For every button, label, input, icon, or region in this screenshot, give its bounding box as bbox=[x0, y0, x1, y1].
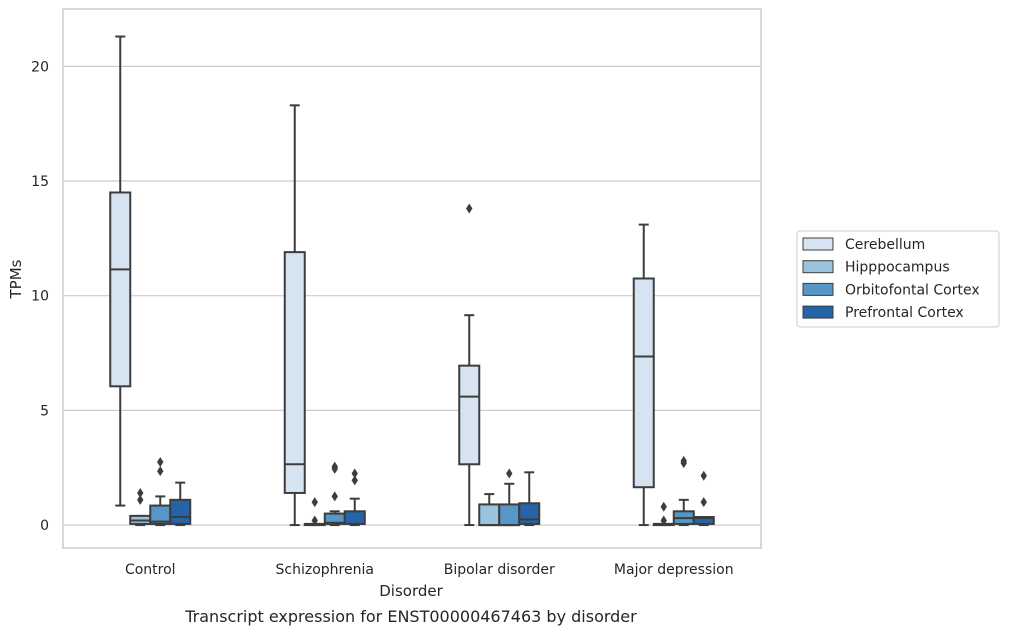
x-tick-label: Major depression bbox=[614, 562, 734, 578]
legend-swatch bbox=[802, 237, 834, 251]
box-hipppocampus bbox=[303, 497, 326, 527]
box-prefrontal-cortex bbox=[169, 481, 192, 527]
box-orbitofontal-cortex bbox=[149, 456, 172, 527]
box-cerebellum bbox=[109, 35, 132, 507]
box-prefrontal-cortex bbox=[518, 471, 541, 527]
plot-area-frame bbox=[62, 8, 762, 549]
outlier-point bbox=[680, 455, 687, 466]
legend-swatch bbox=[802, 305, 834, 319]
box-body bbox=[692, 516, 715, 525]
outlier-point bbox=[700, 470, 707, 481]
legend-label: Orbitofontal Cortex bbox=[845, 282, 980, 298]
box-body bbox=[343, 510, 366, 525]
box-cerebellum bbox=[458, 203, 481, 527]
x-tick-label: Control bbox=[125, 562, 176, 578]
box-hipppocampus bbox=[129, 487, 152, 527]
legend: Cerebellum Hipppocampus Orbitofontal Corte… bbox=[796, 230, 1000, 328]
box-body bbox=[458, 364, 481, 466]
y-tick-labels: 0 5 10 15 20 bbox=[31, 59, 49, 534]
outlier-point bbox=[331, 491, 338, 502]
x-tick-labels: Control Schizophrenia Bipolar disorder Majo… bbox=[125, 562, 734, 578]
legend-frame bbox=[796, 230, 1000, 328]
box-body bbox=[498, 503, 521, 527]
legend-swatch bbox=[802, 260, 834, 274]
outlier-point bbox=[660, 515, 667, 526]
box-orbitofontal-cortex bbox=[498, 468, 521, 527]
legend-swatch bbox=[802, 282, 834, 296]
legend-label: Cerebellum bbox=[845, 237, 925, 253]
outlier-point bbox=[311, 497, 318, 508]
x-axis-label: Disorder bbox=[379, 582, 443, 600]
box-body bbox=[478, 503, 501, 527]
box-cerebellum bbox=[283, 104, 306, 527]
legend-label: Hipppocampus bbox=[845, 260, 950, 276]
box-orbitofontal-cortex bbox=[323, 461, 346, 527]
x-tick-label: Schizophrenia bbox=[276, 562, 374, 578]
box-hipppocampus bbox=[652, 501, 675, 527]
legend-item: Hipppocampus bbox=[802, 260, 950, 276]
legend-label: Prefrontal Cortex bbox=[845, 305, 964, 321]
outlier-point bbox=[351, 468, 358, 479]
box-body bbox=[632, 277, 655, 489]
y-tick-label: 10 bbox=[31, 289, 49, 305]
outlier-point bbox=[157, 466, 164, 477]
y-axis-label: TPMs bbox=[7, 259, 25, 299]
outlier-point bbox=[137, 487, 144, 498]
y-tick-label: 0 bbox=[40, 518, 49, 534]
outlier-point bbox=[660, 501, 667, 512]
legend-item: Cerebellum bbox=[802, 237, 925, 253]
outlier-point bbox=[157, 456, 164, 467]
box-prefrontal-cortex bbox=[343, 468, 366, 527]
outlier-point bbox=[331, 461, 338, 472]
grid-lines bbox=[63, 65, 761, 526]
outlier-point bbox=[700, 497, 707, 508]
box-orbitofontal-cortex bbox=[672, 455, 695, 527]
box-cerebellum bbox=[632, 223, 655, 527]
box-body bbox=[283, 251, 306, 494]
y-tick-label: 20 bbox=[31, 59, 49, 75]
outlier-point bbox=[506, 468, 513, 479]
box-body bbox=[518, 502, 541, 525]
box-body bbox=[169, 498, 192, 525]
outlier-point bbox=[466, 203, 473, 214]
box-hipppocampus bbox=[478, 493, 501, 527]
box-prefrontal-cortex bbox=[692, 470, 715, 527]
legend-item: Prefrontal Cortex bbox=[802, 305, 964, 321]
y-tick-label: 15 bbox=[31, 174, 49, 190]
box-plots bbox=[109, 35, 715, 527]
outlier-point bbox=[351, 475, 358, 486]
legend-item: Orbitofontal Cortex bbox=[802, 282, 980, 298]
outlier-point bbox=[137, 494, 144, 505]
x-tick-label: Bipolar disorder bbox=[444, 562, 555, 578]
outlier-point bbox=[311, 515, 318, 526]
chart-caption: Transcript expression for ENST0000046746… bbox=[184, 607, 637, 626]
box-body bbox=[109, 191, 132, 388]
y-tick-label: 5 bbox=[40, 403, 49, 419]
